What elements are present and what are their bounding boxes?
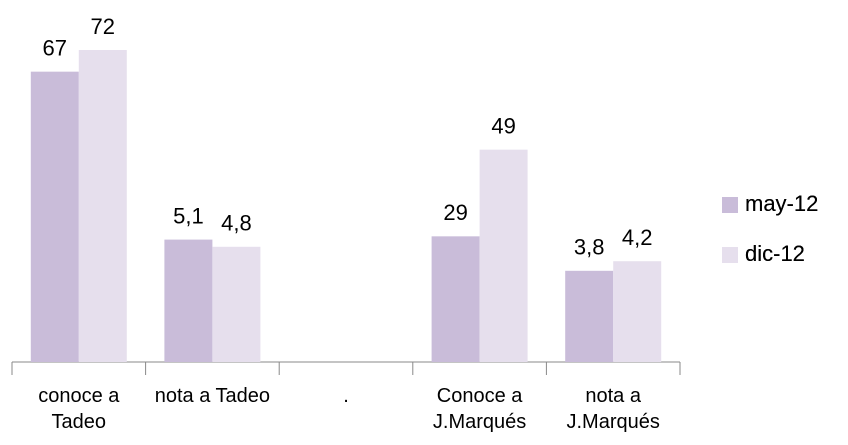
bar bbox=[30, 71, 79, 363]
data-label: 5,1 bbox=[173, 203, 204, 228]
data-label: 29 bbox=[443, 200, 467, 225]
x-tick-label: conoce a Tadeo bbox=[38, 385, 120, 433]
x-tick-label: nota a J.Marqués bbox=[566, 385, 660, 433]
bar bbox=[164, 239, 213, 362]
legend-label: dic-12 bbox=[745, 241, 805, 266]
x-tick-label: . bbox=[343, 385, 349, 407]
bar bbox=[431, 236, 480, 362]
x-tick-label: nota a Tadeo bbox=[154, 385, 271, 407]
legend-label: may-12 bbox=[745, 191, 818, 216]
bar bbox=[479, 149, 528, 362]
data-label: 67 bbox=[43, 35, 67, 60]
data-label: 72 bbox=[91, 14, 115, 39]
bar bbox=[212, 246, 261, 362]
legend-label: may-12 bbox=[745, 191, 818, 216]
data-label: 4,2 bbox=[622, 225, 653, 250]
legend-swatch bbox=[722, 197, 738, 213]
bar bbox=[78, 50, 127, 362]
data-label: 3,8 bbox=[574, 235, 605, 260]
legend-swatch bbox=[722, 247, 738, 263]
data-label: 4,8 bbox=[221, 211, 252, 236]
x-tick-label: Conoce a J.Marqués bbox=[432, 385, 527, 433]
data-label: 49 bbox=[491, 113, 515, 138]
bar bbox=[613, 261, 662, 362]
legend-label: dic-12 bbox=[745, 241, 805, 266]
bar bbox=[565, 270, 614, 362]
